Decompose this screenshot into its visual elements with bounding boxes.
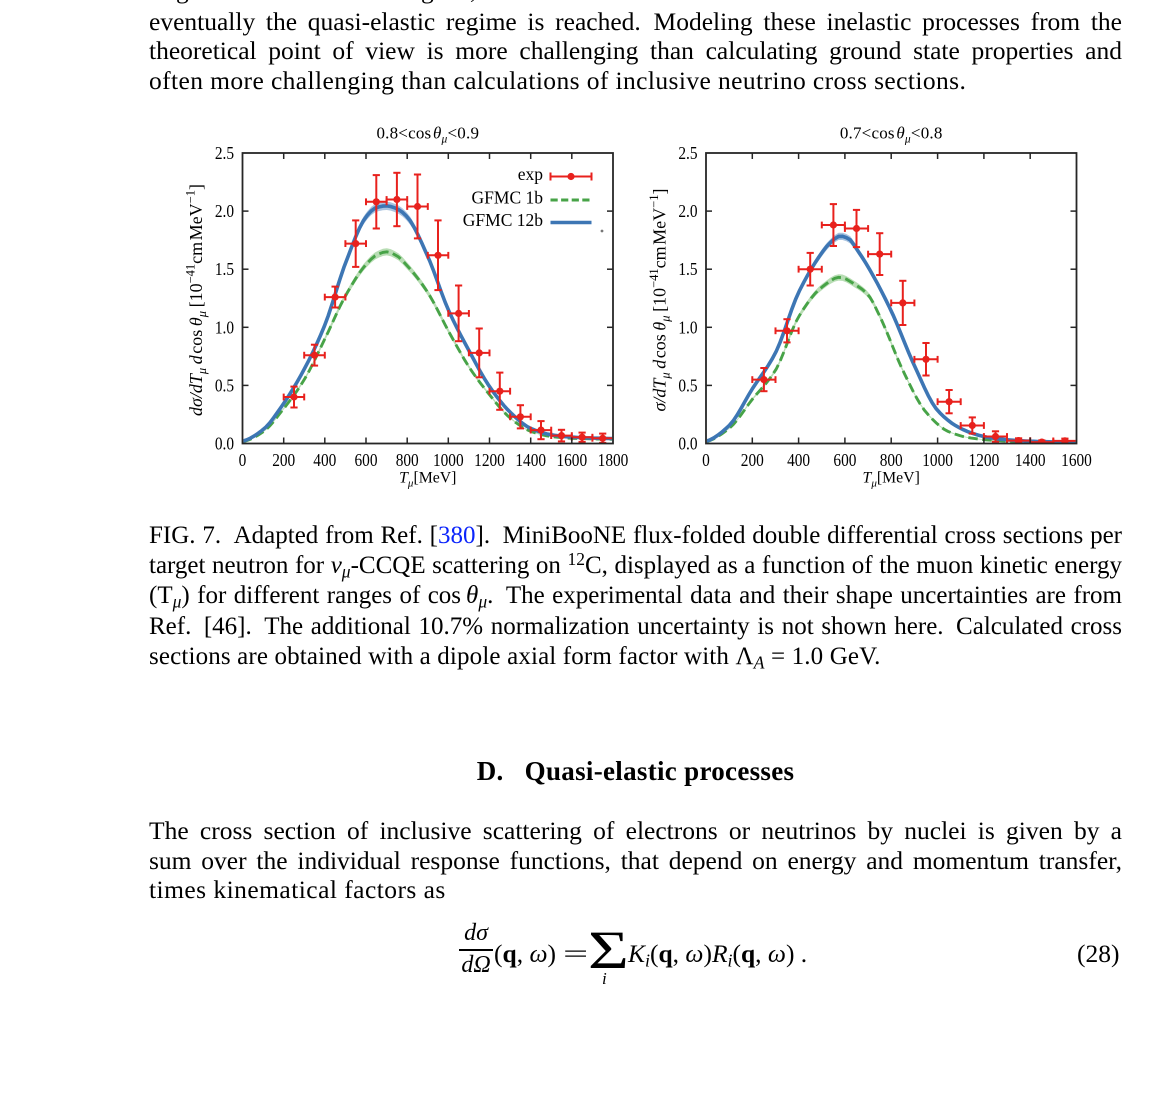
svg-text:200: 200 <box>272 450 295 471</box>
svg-text:800: 800 <box>880 450 903 471</box>
svg-text:1200: 1200 <box>474 450 505 471</box>
svg-text:400: 400 <box>313 450 336 471</box>
svg-text:1.0: 1.0 <box>678 317 697 338</box>
svg-text:2.0: 2.0 <box>215 201 234 222</box>
svg-text:600: 600 <box>354 450 377 471</box>
svg-text:GFMC 12b: GFMC 12b <box>463 210 543 230</box>
svg-text:σ/dTμ d cos θμ [10−41cm MeV−1]: σ/dTμ d cos θμ [10−41cm MeV−1] <box>647 189 673 412</box>
svg-text:400: 400 <box>787 450 810 471</box>
svg-text:0.8<cos θμ<0.9: 0.8<cos θμ<0.9 <box>376 124 479 146</box>
svg-text:exp: exp <box>518 164 544 184</box>
svg-text:0.0: 0.0 <box>678 433 697 454</box>
svg-text:Tμ[MeV]: Tμ[MeV] <box>863 470 920 490</box>
svg-text:1400: 1400 <box>515 450 546 471</box>
svg-text:2.5: 2.5 <box>678 143 697 164</box>
svg-text:800: 800 <box>396 450 419 471</box>
svg-text:2.0: 2.0 <box>678 201 697 222</box>
svg-text:1200: 1200 <box>969 450 1000 471</box>
svg-text:1400: 1400 <box>1015 450 1046 471</box>
svg-text:0.0: 0.0 <box>215 433 234 454</box>
svg-text:1000: 1000 <box>433 450 464 471</box>
svg-text:Tμ[MeV]: Tμ[MeV] <box>399 470 456 490</box>
svg-text:1600: 1600 <box>1061 450 1092 471</box>
svg-text:1.0: 1.0 <box>215 317 234 338</box>
svg-text:0: 0 <box>239 450 247 471</box>
svg-text:2.5: 2.5 <box>215 143 234 164</box>
svg-text:0.5: 0.5 <box>215 375 234 396</box>
svg-text:dσ/dTμ d cos θμ [10−41cm MeV−1: dσ/dTμ d cos θμ [10−41cm MeV−1] <box>184 184 210 416</box>
svg-text:1600: 1600 <box>556 450 587 471</box>
svg-text:0: 0 <box>702 450 710 471</box>
svg-text:1000: 1000 <box>922 450 953 471</box>
svg-text:1.5: 1.5 <box>215 259 234 280</box>
svg-text:600: 600 <box>833 450 856 471</box>
svg-text:0.7<cos θμ<0.8: 0.7<cos θμ<0.8 <box>840 124 943 146</box>
svg-text:GFMC 1b: GFMC 1b <box>472 187 544 207</box>
svg-text:200: 200 <box>741 450 764 471</box>
svg-text:1.5: 1.5 <box>678 259 697 280</box>
svg-text:1800: 1800 <box>598 450 629 471</box>
svg-text:0.5: 0.5 <box>678 375 697 396</box>
